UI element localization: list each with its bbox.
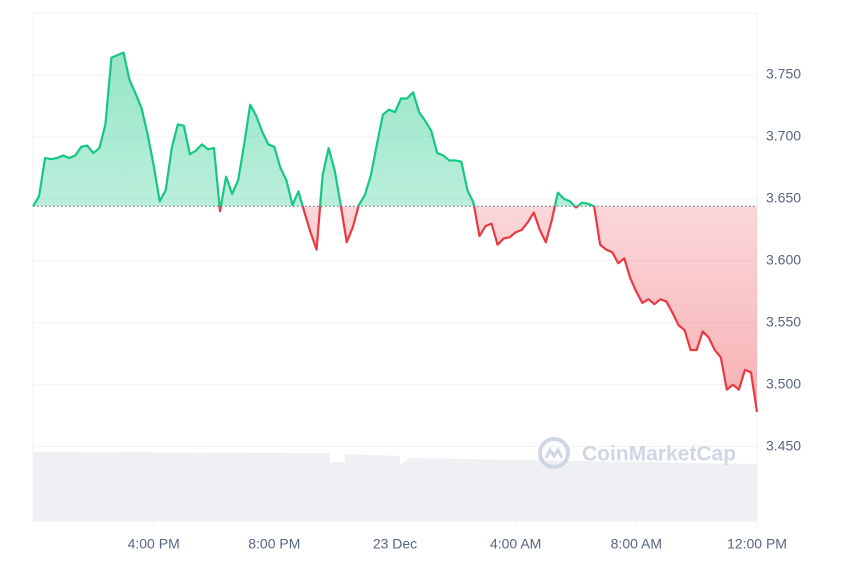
y-tick-label: 3.500 (766, 375, 801, 391)
watermark-text: CoinMarketCap (582, 443, 736, 466)
y-tick-label: 3.650 (766, 190, 801, 206)
y-tick-label: 3.700 (766, 128, 801, 144)
x-tick-label: 4:00 AM (490, 536, 541, 552)
x-tick-label: 8:00 AM (611, 536, 662, 552)
x-tick-label: 12:00 PM (727, 536, 787, 552)
line-down (32, 206, 759, 413)
area-down (33, 206, 757, 412)
y-tick-label: 3.750 (766, 66, 801, 82)
y-tick-label: 3.600 (766, 252, 801, 268)
x-tick-label: 8:00 PM (248, 536, 300, 552)
y-tick-label: 3.550 (766, 313, 801, 329)
x-tick-label: 4:00 PM (128, 536, 180, 552)
x-tick-label: 23 Dec (373, 536, 417, 552)
volume-area (33, 452, 757, 521)
area-up (33, 52, 595, 207)
line-up (32, 51, 596, 207)
watermark: CoinMarketCap (538, 437, 736, 469)
y-tick-label: 3.450 (766, 437, 801, 453)
